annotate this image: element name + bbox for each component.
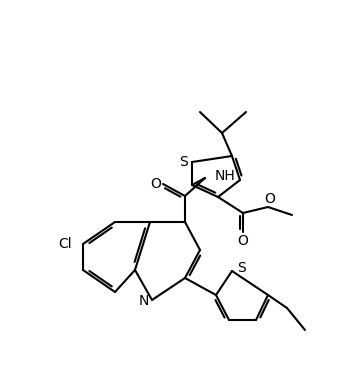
Text: N: N: [139, 294, 149, 308]
Text: S: S: [237, 261, 245, 275]
Text: O: O: [151, 177, 162, 191]
Text: Cl: Cl: [58, 237, 72, 251]
Text: S: S: [178, 155, 187, 169]
Text: O: O: [265, 192, 275, 206]
Text: O: O: [238, 234, 249, 248]
Text: NH: NH: [215, 169, 236, 183]
